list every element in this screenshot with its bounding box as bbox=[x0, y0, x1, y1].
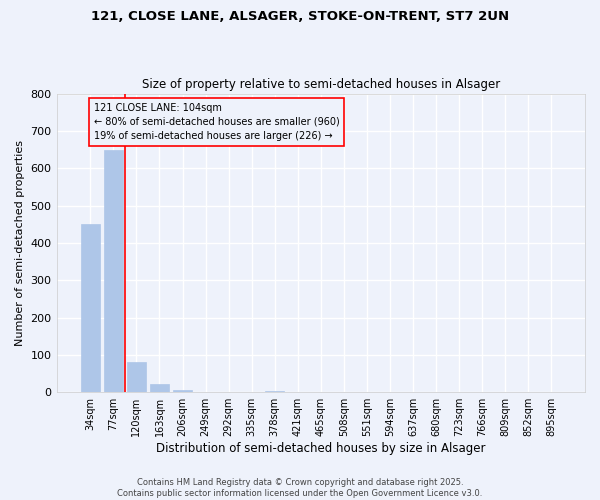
Text: 121, CLOSE LANE, ALSAGER, STOKE-ON-TRENT, ST7 2UN: 121, CLOSE LANE, ALSAGER, STOKE-ON-TRENT… bbox=[91, 10, 509, 23]
Bar bbox=[149, 384, 169, 392]
Text: Contains HM Land Registry data © Crown copyright and database right 2025.
Contai: Contains HM Land Registry data © Crown c… bbox=[118, 478, 482, 498]
Title: Size of property relative to semi-detached houses in Alsager: Size of property relative to semi-detach… bbox=[142, 78, 500, 91]
Y-axis label: Number of semi-detached properties: Number of semi-detached properties bbox=[15, 140, 25, 346]
Text: 121 CLOSE LANE: 104sqm
← 80% of semi-detached houses are smaller (960)
19% of se: 121 CLOSE LANE: 104sqm ← 80% of semi-det… bbox=[94, 103, 340, 141]
Bar bbox=[173, 390, 193, 392]
X-axis label: Distribution of semi-detached houses by size in Alsager: Distribution of semi-detached houses by … bbox=[156, 442, 485, 455]
Bar bbox=[80, 224, 100, 392]
Bar bbox=[127, 362, 146, 392]
Bar bbox=[104, 150, 123, 392]
